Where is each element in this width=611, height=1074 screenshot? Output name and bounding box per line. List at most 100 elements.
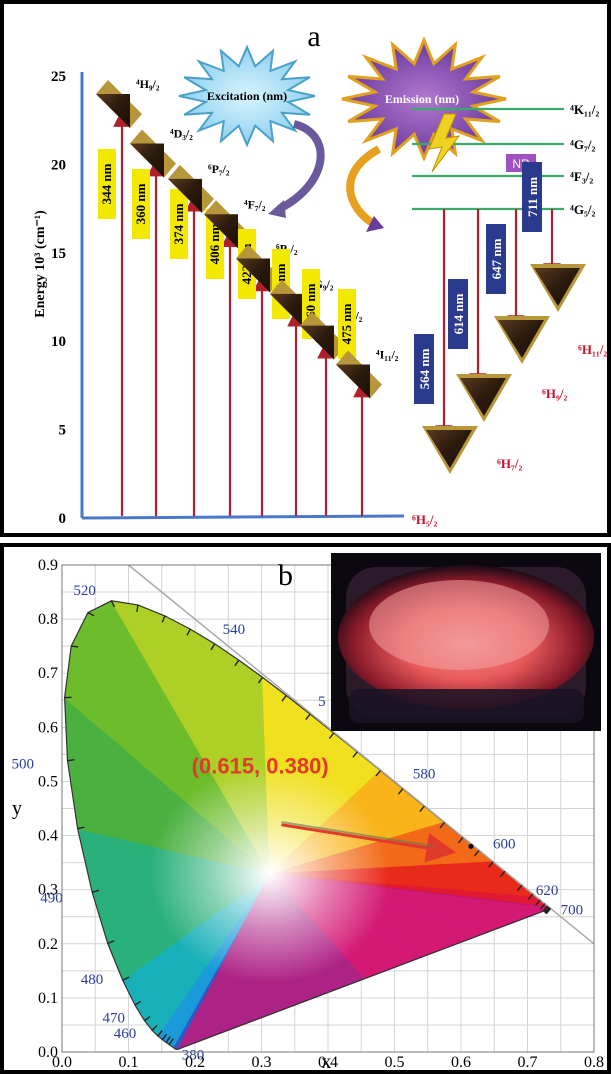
locus-tick (516, 884, 523, 892)
panel-b-label: b (278, 559, 293, 592)
ground-level-label: ⁶H₉/₂ (542, 386, 568, 401)
chromaticity-point (468, 843, 474, 849)
wavelength-label-bg (338, 289, 356, 359)
wavelength-label: 380 (182, 1047, 205, 1063)
excited-state-label: ⁴I₁₁/₂ (376, 348, 399, 362)
locus-tick (77, 826, 85, 830)
x-tick-label: 0.4 (318, 1054, 338, 1070)
wavelength-label-bg (98, 149, 116, 219)
locus-tick (439, 822, 446, 829)
panel-a-label: a (307, 20, 320, 53)
upper-level-label: ⁴G₅/₂ (570, 202, 596, 217)
locus-tick (281, 695, 287, 702)
y-tick-label: 0.4 (38, 828, 58, 845)
gamut-fill (64, 600, 551, 1050)
ground-triangle (460, 378, 506, 416)
y-tick-label: 0.1 (38, 990, 58, 1007)
excited-state-label: ⁴F₇/₂ (244, 197, 266, 211)
wavelength-label: 460 (114, 1026, 137, 1042)
level-triangle (336, 364, 370, 399)
y-tick-label: 0.5 (38, 773, 58, 790)
locus-tick (543, 906, 550, 913)
energy-level-svg: a Energy 10³ (cm⁻¹) 25 20 15 10 5 0 344 nm ⁴H₉… (33, 20, 607, 527)
wavelength-label: 540 (223, 622, 246, 638)
x-axis (81, 514, 405, 520)
coordinate-annotation: (0.615, 0.380) (192, 753, 329, 778)
y-tick-label: 0.9 (38, 557, 58, 574)
x-tick-label: 0.7 (518, 1054, 538, 1070)
wavelength-label: 600 (493, 836, 515, 852)
wavelength-label: 470 (103, 1011, 126, 1027)
locus-tick (545, 908, 552, 915)
locus-tick (352, 751, 358, 758)
wavelength-label: 500 (11, 757, 34, 773)
ground-state-label: ⁶H₅/₂ (412, 512, 438, 527)
wavelength-label: 480 (81, 972, 104, 988)
upper-levels: ⁴K₁₁/₂ ⁴G₇/₂ ⁴F₃/₂ ⁴G₅/₂ (412, 102, 599, 217)
y-tick-label: 5 (59, 423, 67, 439)
locus-tick (328, 732, 335, 739)
locus-ticks (64, 600, 552, 1045)
diagonal-guide-line (128, 564, 595, 945)
ground-level-label: ⁶H₁₁/₂ (578, 342, 607, 357)
wavelength-label-bg (170, 189, 188, 259)
emission-wavelength-label: 711 nm (525, 177, 540, 217)
excitation-arrows: 344 nm ⁴H₉/₂ 360 nm ⁴D₃/₂ 374 nm ⁶P₇/₂ 406 nm ⁴… (96, 77, 399, 516)
locus-tick (71, 645, 79, 648)
locus-tick (186, 628, 191, 636)
emission-label: Emission (nm) (385, 92, 459, 106)
locus-tick (234, 659, 240, 667)
purple-line (177, 907, 551, 1050)
locus-tick (157, 1030, 163, 1037)
locus-tick (542, 905, 548, 912)
y-tick-label: 25 (51, 69, 66, 85)
y-tick-label: 15 (51, 246, 66, 262)
transfer-arrow-left (277, 120, 325, 213)
wavelength-label: 580 (413, 767, 436, 783)
locus-tick (535, 899, 541, 906)
cie-chromaticity-diagram: 380 460 470 480 490 500 520 540 5 580 600 620 700 0.… (0, 543, 611, 1074)
upper-level-label: ⁴F₃/₂ (570, 169, 593, 184)
y-axis-label: y (12, 798, 22, 820)
locus-tick (136, 604, 139, 612)
y-tick-labels: 25 20 15 10 5 0 (51, 69, 66, 527)
plot-frame (61, 564, 595, 1053)
x-axis-label: x (321, 1051, 331, 1070)
excited-state-label: ⁶P₇/₂ (208, 162, 230, 176)
level-triangle (130, 143, 164, 178)
locus-tick (168, 1038, 174, 1045)
level-triangle (300, 325, 334, 360)
excitation-wavelength-label: 374 nm (171, 203, 186, 244)
locus-tick (67, 758, 75, 762)
transfer-arrowhead-right (366, 216, 384, 232)
x-tick-label: 0.0 (52, 1054, 72, 1070)
emission-wavelength-label: 564 nm (417, 348, 432, 389)
x-tick-label: 0.1 (119, 1054, 139, 1070)
locus-tick (257, 676, 264, 684)
emission-label-bg (486, 224, 506, 294)
locus-tick (87, 611, 95, 617)
level-triangle (270, 293, 304, 328)
locus-tick (161, 1033, 168, 1041)
y-tick-label: 20 (51, 157, 66, 173)
white-point-glow (149, 763, 390, 984)
transfer-arrow-right (346, 145, 382, 228)
locus-tick (488, 861, 494, 868)
wavelength-label: 520 (73, 583, 96, 599)
locus-tick (457, 837, 464, 844)
transfer-arrowhead-left (268, 200, 286, 218)
annotation-arrow-shadow (281, 821, 435, 848)
locus-tick (110, 600, 116, 608)
ground-triangle (426, 430, 472, 468)
emission-label-bg (448, 279, 468, 349)
wavelength-label: 700 (561, 902, 584, 918)
y-tick-label: 0 (59, 511, 67, 527)
emission-starburst: Emission (nm) (341, 36, 507, 162)
emission-arrows: 564 nm ⁶H₇/₂ 614 nm ⁶H₉/₂ 647 nm 711 nm ⁶H₁₁/₂ (414, 162, 607, 474)
y-axis-label: Energy 10³ (cm⁻¹) (33, 210, 48, 318)
axes: 0.0 0.1 0.2 0.3 0.4 0.5 0.6 0.7 0.8 0.0 0.1 0.2 0.3 0… (38, 557, 604, 1070)
lightning-icon (428, 113, 461, 173)
locus-tick (91, 889, 100, 894)
